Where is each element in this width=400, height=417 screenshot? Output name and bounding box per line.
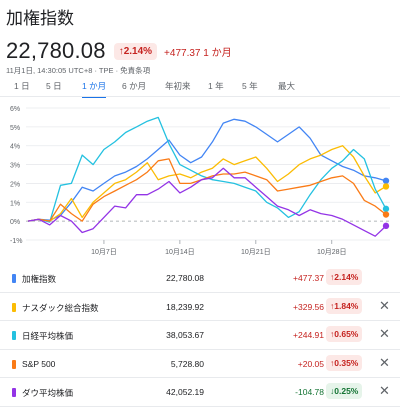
series-line-1 — [27, 145, 387, 222]
y-tick-label-3: 3% — [10, 163, 20, 170]
series-color-swatch — [12, 302, 16, 312]
series-name: 日経平均株価 — [22, 331, 74, 341]
series-change: +329.56 — [293, 301, 324, 312]
series-change-percent: ↑0.65% — [326, 326, 363, 342]
series-value: 22,780.08 — [166, 273, 204, 283]
timestamp-meta: 11月1日, 14:30:05 UTC+8 · TPE · 免責条項 — [6, 66, 151, 75]
remove-comparison-close-icon[interactable]: ✕ — [379, 354, 390, 370]
series-name: ダウ平均株価 — [22, 388, 74, 398]
page-title: 加権指数 — [6, 9, 74, 28]
series-line-3 — [27, 158, 387, 222]
comparison-legend: 加権指数 22,780.08 +477.37 ↑2.14% ナスダック総合指数 18,23… — [0, 264, 400, 407]
series-change: +477.37 — [293, 273, 324, 283]
y-tick-label-5: 1% — [10, 200, 20, 207]
series-value: 38,053.67 — [166, 330, 204, 340]
x-tick-label-3: 10月28日 — [317, 248, 347, 256]
series-name: 加権指数 — [22, 274, 57, 284]
y-tick-label-2: 4% — [10, 144, 20, 151]
y-tick-label-6: 0% — [10, 219, 20, 226]
tab-3[interactable]: 6 か月 — [122, 81, 147, 91]
series-value: 5,728.80 — [170, 358, 204, 369]
series-name: ナスダック総合指数 — [22, 302, 99, 313]
tab-6[interactable]: 5 年 — [242, 81, 258, 91]
change-percent-badge: ↑2.14% — [113, 42, 158, 60]
tabs-divider — [0, 96, 400, 97]
series-change-percent: ↑0.35% — [326, 354, 363, 371]
legend-row[interactable]: ナスダック総合指数 18,239.92 +329.56 ↑1.84% ✕ — [0, 293, 400, 321]
series-change-percent: ↑2.14% — [326, 269, 363, 285]
tab-0[interactable]: 1 日 — [14, 81, 30, 91]
series-name: S&P 500 — [22, 358, 56, 369]
series-line-0 — [27, 118, 387, 222]
series-change: -104.78 — [295, 387, 324, 397]
series-value: 18,239.92 — [166, 301, 204, 312]
series-line-4 — [27, 167, 387, 237]
series-color-swatch — [12, 331, 16, 340]
series-endpoint-4 — [382, 222, 390, 230]
legend-row[interactable]: 加権指数 22,780.08 +477.37 ↑2.14% — [0, 264, 400, 293]
x-tick-label-1: 10月14日 — [165, 248, 195, 256]
y-tick-label-4: 2% — [10, 181, 20, 188]
series-change-percent: ↓0.25% — [326, 383, 363, 399]
legend-row[interactable]: 日経平均株価 38,053.67 +244.91 ↑0.65% ✕ — [0, 321, 400, 350]
series-endpoint-3 — [382, 211, 390, 218]
y-tick-label-7: -1% — [10, 238, 22, 245]
y-tick-label-0: 6% — [10, 106, 20, 113]
x-tick-label-2: 10月21日 — [241, 248, 271, 256]
tab-2[interactable]: 1 か月 — [82, 80, 107, 98]
x-tick-label-0: 10月7日 — [91, 248, 117, 256]
series-value: 42,052.19 — [166, 387, 204, 397]
y-tick-label-1: 5% — [10, 125, 20, 132]
series-color-swatch — [12, 388, 16, 397]
series-endpoint-1 — [382, 183, 390, 190]
tab-5[interactable]: 1 年 — [208, 81, 224, 91]
legend-row[interactable]: ダウ平均株価 42,052.19 -104.78 ↓0.25% ✕ — [0, 378, 400, 407]
series-change: +20.05 — [297, 358, 324, 369]
series-endpoint-2 — [382, 205, 390, 213]
legend-row[interactable]: S&P 500 5,728.80 +20.05 ↑0.35% ✕ — [0, 350, 400, 378]
series-change: +244.91 — [293, 330, 324, 340]
series-change-percent: ↑1.84% — [326, 297, 363, 314]
tab-1[interactable]: 5 日 — [46, 81, 62, 91]
remove-comparison-close-icon[interactable]: ✕ — [379, 326, 390, 341]
remove-comparison-close-icon[interactable]: ✕ — [379, 383, 390, 398]
current-price: 22,780.08 — [6, 38, 106, 63]
tab-7[interactable]: 最大 — [278, 81, 296, 91]
price-row: 22,780.08 ↑2.14% +477.37 1 か月 — [6, 38, 232, 64]
tab-4[interactable]: 年初来 — [165, 81, 191, 91]
series-color-swatch — [12, 359, 16, 369]
series-color-swatch — [12, 274, 16, 283]
change-amount: +477.37 1 か月 — [164, 47, 232, 59]
series-endpoint-0 — [382, 177, 390, 184]
comparison-line-chart: 6% 5% 4% 3% 2% 1% 0% -1% 10月7日 10月14日 10月21日 10月28日 — [10, 106, 390, 256]
remove-comparison-close-icon[interactable]: ✕ — [379, 297, 390, 313]
